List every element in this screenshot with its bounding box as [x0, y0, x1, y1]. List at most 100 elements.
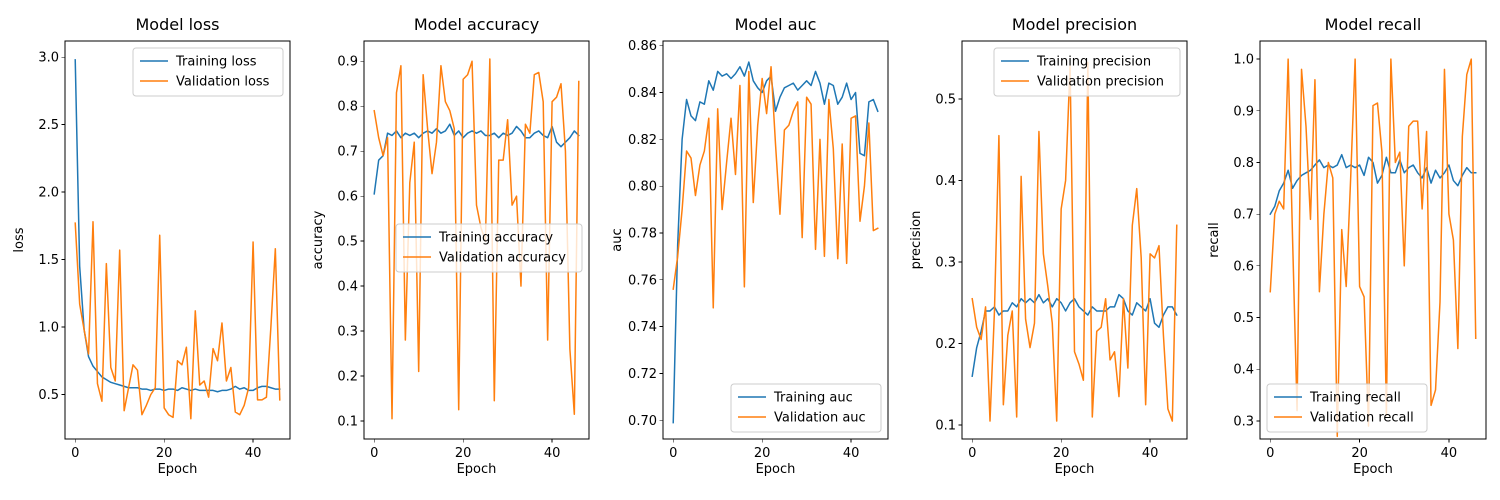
y-tick-label: 0.1 [337, 415, 358, 430]
y-tick-label: 0.2 [935, 337, 956, 352]
legend-label: Training recall [1309, 391, 1401, 406]
chart-panel-3: 0 20 40 0.70 0.72 0.74 0.76 0.78 0.80 0.82 0.84 0.8… [610, 15, 889, 477]
y-tick-label: 0.80 [628, 180, 657, 195]
series-line-training [1269, 153, 1477, 216]
legend-label: Validation accuracy [439, 251, 566, 266]
legend-box [132, 47, 284, 97]
legend-label: Training accuracy [438, 231, 553, 246]
y-tick-label: 0.4 [1233, 363, 1254, 378]
legend-box [730, 383, 882, 433]
y-tick-label: 0.6 [1233, 259, 1254, 274]
chart-panel-4: 0 20 40 0.1 0.2 0.3 0.4 0.5 Model precision Epoch… [909, 15, 1188, 477]
y-axis-label: auc [610, 228, 625, 251]
chart-title: Model auc [735, 15, 817, 34]
axes-frame [363, 40, 590, 440]
series-line-training [373, 123, 580, 195]
x-tick-label: 20 [1351, 446, 1368, 461]
y-tick-label: 0.2 [337, 370, 358, 385]
y-tick-label: 0.74 [628, 320, 657, 335]
chart-panel-5: 0 20 40 0.3 0.4 0.5 0.6 0.7 0.8 0.9 1.0 Model recal… [1207, 15, 1487, 477]
y-tick-label: 2.5 [38, 118, 59, 133]
legend: Training precision Validation precision [993, 47, 1181, 97]
y-tick-label: 0.4 [337, 280, 358, 295]
y-tick-label: 0.82 [628, 133, 657, 148]
axes-frame [1259, 40, 1487, 440]
x-axis-label: Epoch [1055, 462, 1095, 477]
x-tick-label: 0 [71, 446, 79, 461]
y-tick-label: 0.5 [38, 388, 59, 403]
y-tick-label: 0.3 [935, 256, 956, 271]
x-tick-label: 0 [1266, 446, 1274, 461]
legend-label: Validation auc [774, 411, 866, 426]
y-tick-label: 0.8 [337, 100, 358, 115]
y-tick-label: 0.72 [628, 367, 657, 382]
y-tick-label: 3.0 [38, 51, 59, 66]
legend: Training accuracy Validation accuracy [395, 223, 583, 273]
x-tick-label: 20 [754, 446, 771, 461]
y-tick-label: 0.3 [337, 325, 358, 340]
y-axis-label: precision [909, 211, 924, 270]
legend-label: Validation loss [176, 75, 270, 90]
legend-box [993, 47, 1181, 97]
x-tick-label: 20 [455, 446, 472, 461]
series-line-validation [971, 61, 1178, 422]
legend-label: Validation precision [1037, 75, 1164, 90]
y-tick-label: 0.78 [628, 226, 657, 241]
y-tick-label: 0.5 [337, 235, 358, 250]
legend-label: Training precision [1036, 55, 1151, 70]
y-tick-label: 0.6 [337, 190, 358, 205]
chart-title: Model accuracy [414, 15, 539, 34]
x-tick-label: 40 [843, 446, 860, 461]
axes-frame [662, 40, 889, 440]
x-axis-label: Epoch [1353, 462, 1393, 477]
y-tick-label: 1.0 [1233, 53, 1254, 68]
chart-title: Model loss [135, 15, 219, 34]
series-line-training [672, 61, 879, 424]
y-tick-label: 1.5 [38, 253, 59, 268]
y-tick-label: 0.5 [1233, 311, 1254, 326]
y-tick-label: 0.5 [935, 92, 956, 107]
y-tick-label: 0.7 [1233, 208, 1254, 223]
chart-panel-1: 0 20 40 0.5 1.0 1.5 2.0 2.5 3.0 Model loss Epoch lo… [12, 15, 291, 477]
y-tick-label: 0.3 [1233, 414, 1254, 429]
y-tick-label: 1.0 [38, 321, 59, 336]
legend: Training recall Validation recall [1266, 383, 1428, 433]
y-tick-label: 0.8 [1233, 156, 1254, 171]
x-tick-label: 20 [156, 446, 173, 461]
y-tick-label: 0.7 [337, 145, 358, 160]
y-tick-label: 2.0 [38, 186, 59, 201]
chart-title: Model precision [1012, 15, 1137, 34]
y-tick-label: 0.76 [628, 273, 657, 288]
x-axis-label: Epoch [158, 462, 198, 477]
x-tick-label: 0 [669, 446, 677, 461]
series-line-validation [74, 221, 281, 420]
y-tick-label: 0.9 [1233, 104, 1254, 119]
chart-panel-2: 0 20 40 0.1 0.2 0.3 0.4 0.5 0.6 0.7 0.8 0.9 Model ac… [311, 15, 590, 477]
legend-label: Validation recall [1310, 411, 1414, 426]
series-line-validation [1269, 58, 1477, 438]
y-axis-label: accuracy [311, 210, 326, 269]
y-tick-label: 0.70 [628, 414, 657, 429]
legend-label: Training auc [773, 391, 853, 406]
axes-frame [64, 40, 291, 440]
axes-frame [961, 40, 1188, 440]
x-tick-label: 20 [1053, 446, 1070, 461]
chart-title: Model recall [1325, 15, 1422, 34]
x-tick-label: 40 [1142, 446, 1159, 461]
x-axis-label: Epoch [457, 462, 497, 477]
series-line-validation [672, 66, 879, 309]
x-tick-label: 40 [245, 446, 262, 461]
x-tick-label: 0 [968, 446, 976, 461]
y-tick-label: 0.4 [935, 174, 956, 189]
legend-label: Training loss [175, 55, 257, 70]
y-tick-label: 0.84 [628, 86, 657, 101]
y-axis-label: recall [1207, 222, 1222, 257]
y-axis-label: loss [12, 227, 27, 252]
x-tick-label: 0 [370, 446, 378, 461]
legend-box [1266, 383, 1428, 433]
x-axis-label: Epoch [756, 462, 796, 477]
y-tick-label: 0.1 [935, 419, 956, 434]
legend-box [395, 223, 583, 273]
y-tick-label: 0.86 [628, 39, 657, 54]
